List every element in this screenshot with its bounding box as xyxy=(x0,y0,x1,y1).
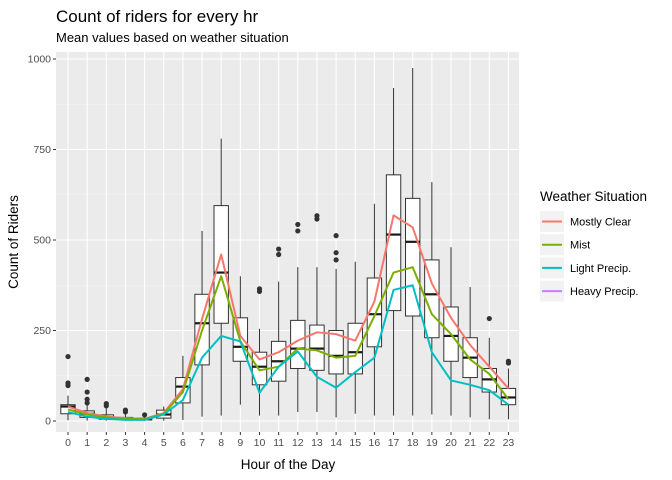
x-tick-label: 0 xyxy=(65,437,71,449)
outlier-point xyxy=(256,286,263,292)
boxplot xyxy=(213,138,229,416)
outlier-point xyxy=(276,251,282,258)
x-tick-label: 20 xyxy=(445,437,457,449)
legend-label: Heavy Precip. xyxy=(570,286,638,298)
y-tick-label: 1000 xyxy=(28,54,52,66)
x-tick-label: 16 xyxy=(369,437,381,449)
y-tick-label: 500 xyxy=(33,235,51,247)
outlier-point xyxy=(84,376,90,382)
outlier-point xyxy=(84,389,90,395)
outlier-point xyxy=(122,407,129,413)
outlier-point xyxy=(295,228,301,234)
x-tick-label: 14 xyxy=(330,437,342,449)
chart-title: Count of riders for every hr xyxy=(56,7,259,26)
outlier-point xyxy=(314,213,320,219)
x-tick-label: 8 xyxy=(218,437,224,449)
legend-label: Light Precip. xyxy=(570,263,631,275)
box xyxy=(385,174,402,312)
x-tick-label: 5 xyxy=(161,437,167,449)
boxplot xyxy=(481,315,498,420)
legend-label: Mist xyxy=(570,240,590,252)
box xyxy=(366,277,383,348)
x-tick-label: 19 xyxy=(426,437,438,449)
x-tick-label: 11 xyxy=(273,437,284,449)
x-tick-label: 15 xyxy=(349,437,361,449)
boxplot xyxy=(500,358,517,420)
x-axis-title: Hour of the Day xyxy=(241,457,336,472)
x-tick-label: 6 xyxy=(180,437,186,449)
outlier-point xyxy=(505,358,512,364)
y-axis: 0 250 500 750 1000 xyxy=(28,54,56,428)
boxplot xyxy=(385,87,402,416)
x-tick-label: 10 xyxy=(254,437,266,449)
y-tick-label: 250 xyxy=(33,325,51,337)
x-tick-label: 21 xyxy=(464,437,476,449)
outlier-point xyxy=(65,380,71,386)
x-tick-label: 13 xyxy=(311,437,323,449)
outlier-point xyxy=(486,315,492,322)
x-tick-label: 23 xyxy=(503,437,515,449)
x-tick-label: 4 xyxy=(142,437,148,449)
legend: Weather Situation Mostly Clear Mist Light … xyxy=(540,189,647,302)
legend-label: Mostly Clear xyxy=(570,217,631,229)
y-tick-label: 750 xyxy=(33,144,51,156)
outlier-point xyxy=(84,400,90,406)
chart-subtitle: Mean values based on weather situation xyxy=(56,30,289,45)
box xyxy=(347,322,363,375)
series-line xyxy=(67,284,510,421)
x-tick-label: 9 xyxy=(237,437,243,449)
x-tick-label: 17 xyxy=(388,437,400,449)
x-tick-label: 22 xyxy=(483,437,495,449)
x-tick-label: 1 xyxy=(84,437,90,449)
boxplot xyxy=(347,261,363,414)
y-tick-label: 0 xyxy=(45,416,51,428)
y-axis-title: Count of Riders xyxy=(6,195,21,289)
boxplot xyxy=(328,233,344,418)
boxplot xyxy=(309,213,325,412)
x-tick-label: 7 xyxy=(199,437,205,449)
outlier-point xyxy=(333,257,339,263)
x-tick-label: 18 xyxy=(407,437,419,449)
box xyxy=(405,197,421,317)
x-tick-label: 12 xyxy=(292,437,304,449)
mean-lines xyxy=(67,214,510,421)
box xyxy=(328,330,344,375)
outlier-point xyxy=(65,353,71,360)
outlier-point xyxy=(295,221,301,228)
boxplot xyxy=(366,203,383,416)
outlier-point xyxy=(333,250,339,256)
outlier-point xyxy=(84,396,90,402)
x-tick-label: 3 xyxy=(123,437,129,449)
outlier-point xyxy=(103,401,109,407)
legend-title: Weather Situation xyxy=(540,189,647,204)
outlier-point xyxy=(142,412,148,418)
x-tick-label: 2 xyxy=(103,437,109,449)
x-axis: 0 1 2 3 4 5 6 7 8 9 10 11 12 13 14 15 16 17 18 19 20 21 22 23 xyxy=(65,432,514,449)
outlier-point xyxy=(276,246,282,252)
outlier-point xyxy=(333,233,339,239)
box xyxy=(213,205,229,324)
